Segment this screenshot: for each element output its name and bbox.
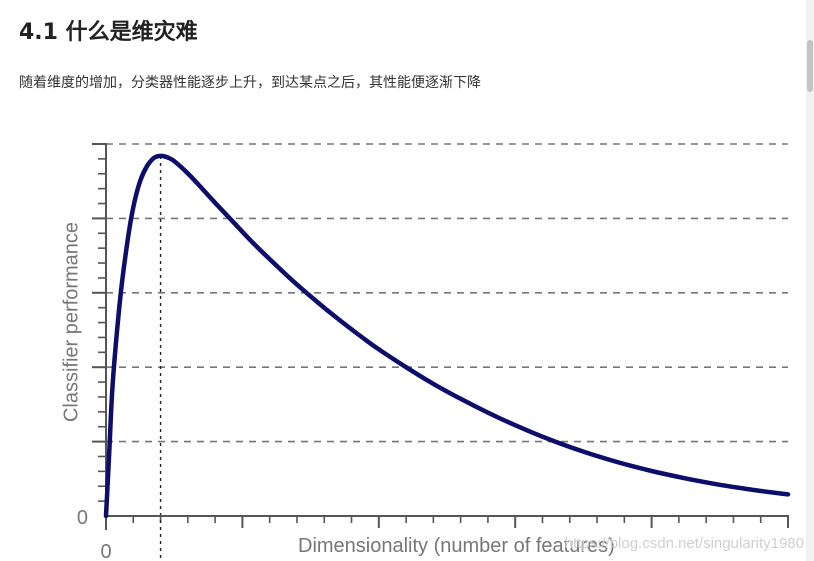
page-scrollbar[interactable] xyxy=(806,0,814,561)
x-origin-label: 0 xyxy=(100,541,111,561)
y-axis-label: Classifier performance xyxy=(60,222,82,422)
scrollbar-thumb[interactable] xyxy=(807,40,813,92)
performance-curve xyxy=(106,156,788,516)
y-origin-label: 0 xyxy=(77,507,88,529)
watermark-text: https://blog.csdn.net/singularity1980 xyxy=(565,535,804,552)
